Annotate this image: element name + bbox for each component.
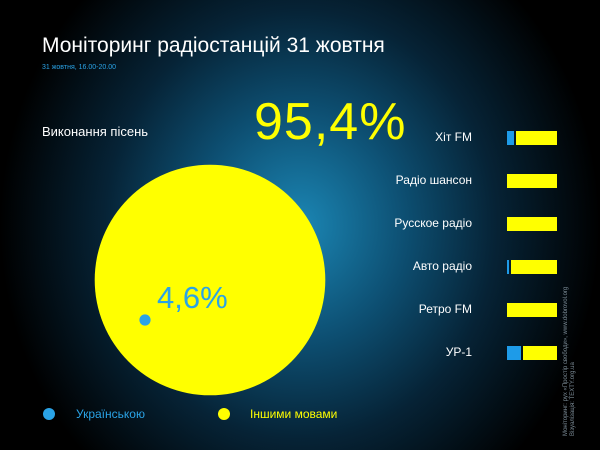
bar-label: Хіт FM <box>435 130 472 144</box>
bar <box>507 303 557 317</box>
bar-segment-ua <box>507 346 521 360</box>
bar-label: Радіо шансон <box>395 173 472 187</box>
pie-title: Виконання пісень <box>42 124 149 139</box>
credits: Моніторинг: рух «Простір свободи», www.d… <box>562 246 576 436</box>
bar <box>507 174 557 188</box>
bar <box>507 131 557 145</box>
bar-segment-other <box>511 260 557 274</box>
chart-subtitle: 31 жовтня, 16.00-20.00 <box>42 64 116 71</box>
station-bar-chart: Хіт FM Радіо шансон Русское радіо Авто раді… <box>380 0 580 450</box>
legend-label-other: Іншими мовами <box>250 407 338 421</box>
bar-segment-other <box>507 217 557 231</box>
bar-label: УР-1 <box>445 345 472 359</box>
legend-label-ua: Українською <box>76 407 145 421</box>
bar-label: Русское радіо <box>394 216 472 230</box>
credits-line1: Моніторинг: рух «Простір свободи», www.d… <box>563 287 569 436</box>
legend-dot-other <box>218 408 230 420</box>
bar <box>507 217 557 231</box>
pie-label-ua: 4,6% <box>157 280 228 315</box>
bar-segment-ua <box>507 131 514 145</box>
bar-label: Ретро FM <box>418 302 472 316</box>
bar <box>507 260 557 274</box>
bar-segment-ua <box>507 260 509 274</box>
bar-segment-other <box>516 131 557 145</box>
bar-segment-other <box>507 174 557 188</box>
pie-chart <box>94 164 326 396</box>
bar-label: Авто радіо <box>412 259 472 273</box>
legend-dot-ua <box>43 408 55 420</box>
bar <box>507 346 557 360</box>
pie-slice-other <box>94 164 326 396</box>
bar-segment-other <box>507 303 557 317</box>
pie-slice-ua <box>139 314 151 326</box>
chart-title: Моніторинг радіостанцій 31 жовтня <box>42 34 385 57</box>
pie-label-other: 95,4% <box>254 93 407 151</box>
bar-segment-other <box>522 346 557 360</box>
credits-line2: Візуалізація: TEXTY.org.ua <box>570 362 576 436</box>
